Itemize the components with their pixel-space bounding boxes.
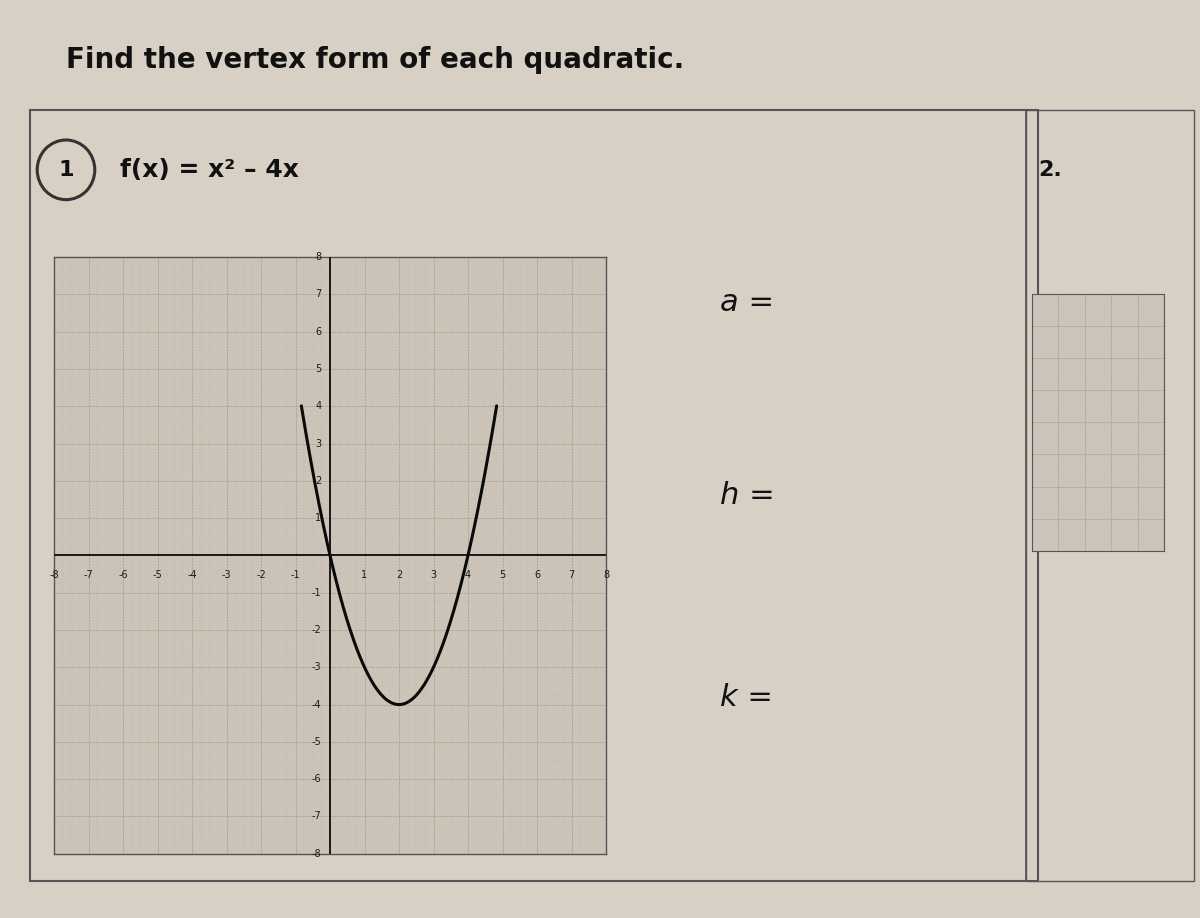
- Text: -3: -3: [222, 570, 232, 580]
- Bar: [30, 110, 1038, 881]
- Text: -5: -5: [152, 570, 162, 580]
- Text: 2.: 2.: [1038, 160, 1062, 180]
- Text: 3: 3: [316, 439, 322, 449]
- Text: -4: -4: [312, 700, 322, 710]
- Text: 6: 6: [534, 570, 540, 580]
- Text: -4: -4: [187, 570, 197, 580]
- Text: 7: 7: [316, 289, 322, 299]
- Text: 5: 5: [499, 570, 505, 580]
- Text: 3: 3: [431, 570, 437, 580]
- Text: 8: 8: [602, 570, 610, 580]
- Text: -8: -8: [49, 570, 59, 580]
- Text: 4: 4: [1099, 409, 1109, 427]
- Text: -3: -3: [312, 662, 322, 672]
- Text: Find the vertex form of each quadratic.: Find the vertex form of each quadratic.: [66, 46, 684, 74]
- Text: 2: 2: [316, 476, 322, 486]
- Text: -2: -2: [256, 570, 266, 580]
- Text: -1: -1: [312, 588, 322, 598]
- Text: 5: 5: [316, 364, 322, 374]
- Text: -1: -1: [290, 570, 300, 580]
- Text: -7: -7: [84, 570, 94, 580]
- Text: 4: 4: [316, 401, 322, 411]
- Text: f(x) = x² – 4x: f(x) = x² – 4x: [120, 158, 299, 182]
- Text: a =: a =: [720, 288, 774, 318]
- Text: -7: -7: [312, 812, 322, 822]
- Text: 1: 1: [361, 570, 367, 580]
- Text: 4: 4: [464, 570, 472, 580]
- Text: 6: 6: [316, 327, 322, 337]
- Text: -2: -2: [312, 625, 322, 635]
- Text: -6: -6: [312, 774, 322, 784]
- Text: 2: 2: [396, 570, 402, 580]
- Bar: [1026, 110, 1194, 881]
- Text: -8: -8: [312, 849, 322, 858]
- Text: 8: 8: [316, 252, 322, 262]
- Text: 7: 7: [569, 570, 575, 580]
- Text: h =: h =: [720, 481, 775, 510]
- Text: 1: 1: [316, 513, 322, 523]
- Text: -6: -6: [118, 570, 128, 580]
- Text: k =: k =: [720, 683, 773, 712]
- Text: -5: -5: [312, 737, 322, 747]
- Text: 1: 1: [59, 160, 73, 180]
